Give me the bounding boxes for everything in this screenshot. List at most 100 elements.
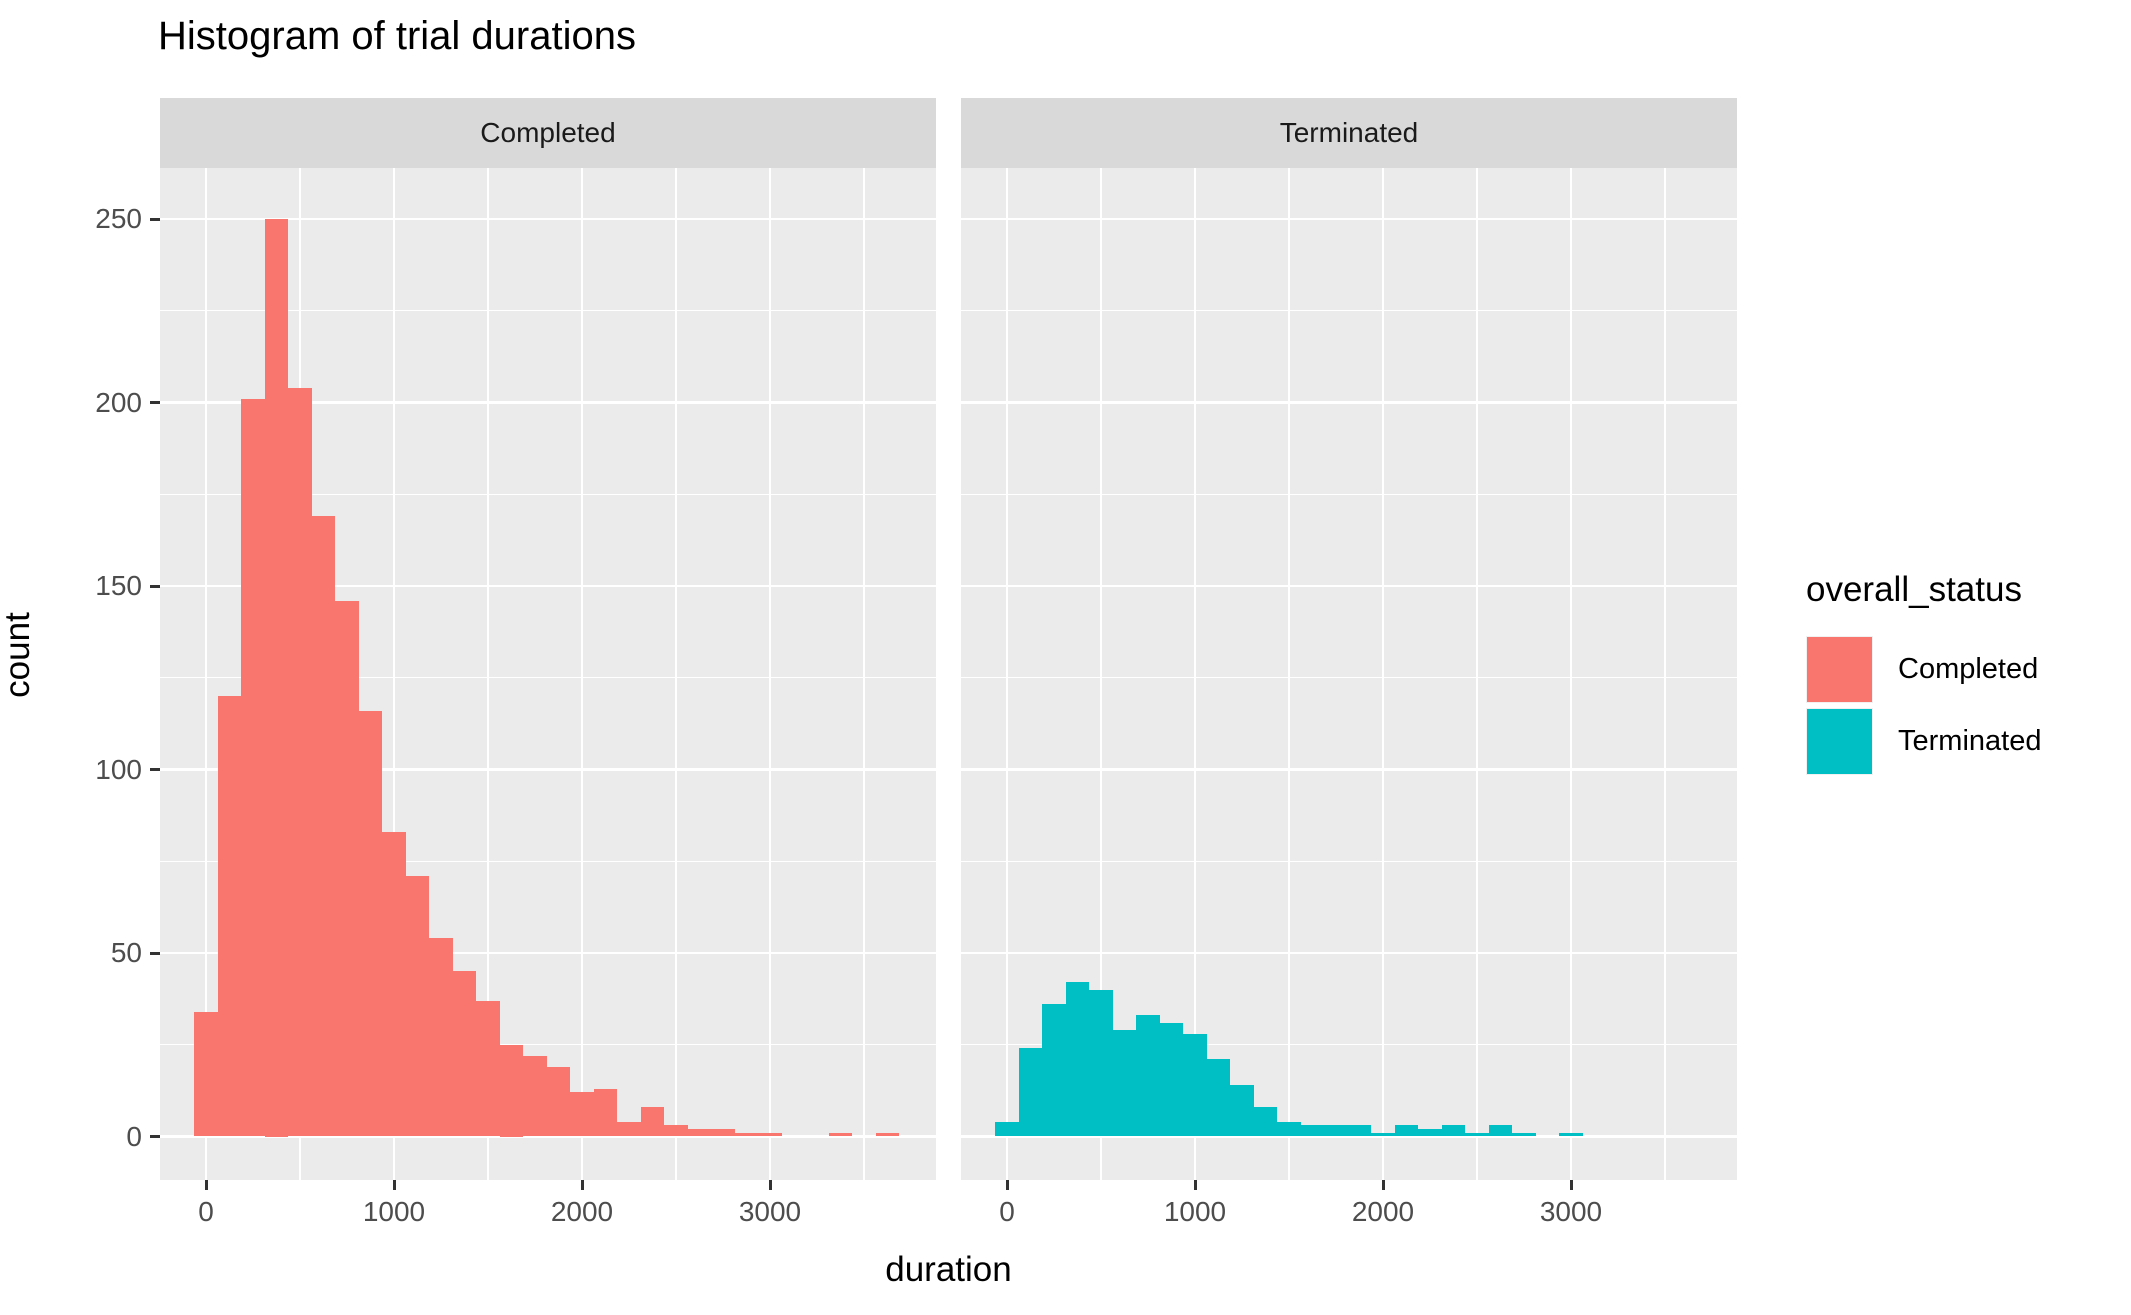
histogram-bar: [758, 1132, 782, 1137]
histogram-bar: [711, 1129, 735, 1137]
x-major-gridline: [580, 168, 584, 1180]
y-tick-mark: [150, 401, 160, 404]
y-minor-gridline: [961, 310, 1737, 312]
x-tick-label: 0: [198, 1196, 214, 1227]
y-major-gridline: [160, 584, 936, 588]
facet-strip-label: Terminated: [1279, 117, 1419, 148]
x-tick-mark: [392, 1180, 396, 1190]
x-minor-gridline: [863, 168, 865, 1180]
histogram-bar: [1512, 1132, 1536, 1137]
y-major-gridline: [160, 401, 936, 404]
x-axis-title: duration: [885, 1250, 1012, 1289]
histogram-bar: [828, 1132, 853, 1137]
histogram-bar: [546, 1066, 571, 1137]
x-minor-gridline: [1100, 168, 1102, 1180]
x-tick-mark: [1569, 1180, 1573, 1190]
facet-strip-label: Completed: [480, 117, 616, 148]
y-major-gridline: [160, 217, 936, 221]
histogram-bar: [1394, 1125, 1419, 1137]
histogram-bar: [1183, 1033, 1207, 1137]
x-tick-mark: [580, 1180, 584, 1190]
x-tick-mark: [1193, 1180, 1197, 1190]
histogram-bar: [1136, 1015, 1160, 1137]
y-major-gridline: [961, 1135, 1737, 1138]
x-major-gridline: [1005, 168, 1009, 1180]
y-major-gridline: [160, 951, 936, 955]
x-tick-mark: [1381, 1180, 1385, 1190]
histogram-bar: [523, 1055, 547, 1137]
histogram-bar: [1418, 1129, 1442, 1137]
histogram-bar: [264, 219, 289, 1137]
histogram-bar: [1465, 1132, 1489, 1137]
y-major-gridline: [160, 768, 936, 771]
y-minor-gridline: [961, 1044, 1737, 1046]
y-major-gridline: [961, 951, 1737, 955]
y-minor-gridline: [160, 493, 936, 495]
histogram-bar: [1559, 1132, 1583, 1137]
histogram-bar: [1065, 982, 1090, 1137]
x-major-gridline: [1381, 168, 1385, 1180]
y-tick-label: 150: [95, 570, 142, 601]
histogram-bar: [664, 1125, 688, 1137]
y-minor-gridline: [961, 493, 1737, 495]
y-major-gridline: [961, 584, 1737, 588]
chart-title: Histogram of trial durations: [158, 14, 636, 58]
x-minor-gridline: [1476, 168, 1478, 1180]
y-minor-gridline: [961, 860, 1737, 862]
histogram-bar: [1089, 989, 1113, 1137]
histogram-bar: [1206, 1059, 1231, 1137]
y-major-gridline: [160, 1135, 936, 1138]
x-tick-label: 0: [999, 1196, 1015, 1227]
legend-title: overall_status: [1806, 570, 2022, 609]
histogram-bar: [476, 1000, 500, 1137]
histogram-bar: [734, 1132, 759, 1137]
y-tick-mark: [150, 1135, 160, 1138]
x-major-gridline: [1193, 168, 1197, 1180]
x-tick-label: 1000: [1163, 1196, 1227, 1227]
y-tick-mark: [150, 951, 160, 955]
histogram-bar: [593, 1088, 618, 1137]
y-tick-label: 200: [95, 386, 142, 418]
y-axis-title: count: [0, 612, 37, 698]
histogram-bar: [1018, 1048, 1043, 1137]
legend-label-completed: Completed: [1898, 653, 2039, 685]
histogram-bar: [1347, 1125, 1372, 1137]
histogram-bar: [995, 1121, 1019, 1137]
y-minor-gridline: [160, 1044, 936, 1046]
y-minor-gridline: [160, 310, 936, 312]
histogram-bar: [1042, 1004, 1066, 1137]
histogram-bar: [194, 1011, 218, 1137]
x-minor-gridline: [1664, 168, 1666, 1180]
histogram-bar: [429, 938, 453, 1137]
x-minor-gridline: [1288, 168, 1290, 1180]
y-tick-label: 0: [126, 1120, 142, 1152]
histogram-bar: [382, 831, 406, 1137]
x-tick-label: 2000: [550, 1196, 614, 1227]
histogram-bar: [311, 516, 336, 1137]
y-tick-mark: [150, 584, 160, 588]
histogram-bar: [1441, 1125, 1466, 1137]
histogram-bar: [687, 1129, 712, 1137]
histogram-bar: [1112, 1030, 1137, 1137]
facet-strip-completed: Completed: [160, 98, 936, 168]
facet-strip-terminated: Terminated: [961, 98, 1737, 168]
histogram-bar: [640, 1107, 665, 1137]
y-tick-label: 100: [95, 753, 142, 785]
y-major-gridline: [961, 217, 1737, 221]
x-tick-label: 3000: [1539, 1196, 1603, 1227]
histogram-bar: [217, 696, 242, 1137]
histogram-bar: [1230, 1085, 1254, 1137]
y-minor-gridline: [961, 677, 1737, 679]
histogram-bar: [499, 1044, 524, 1137]
y-major-gridline: [961, 401, 1737, 404]
x-major-gridline: [1569, 168, 1573, 1180]
y-minor-gridline: [160, 860, 936, 862]
x-tick-label: 2000: [1351, 1196, 1415, 1227]
histogram-bar: [570, 1092, 594, 1137]
legend-swatch-completed: [1807, 637, 1872, 702]
y-minor-gridline: [160, 677, 936, 679]
x-major-gridline: [768, 168, 772, 1180]
x-tick-label: 1000: [362, 1196, 426, 1227]
legend-key-completed: [1806, 636, 1873, 703]
